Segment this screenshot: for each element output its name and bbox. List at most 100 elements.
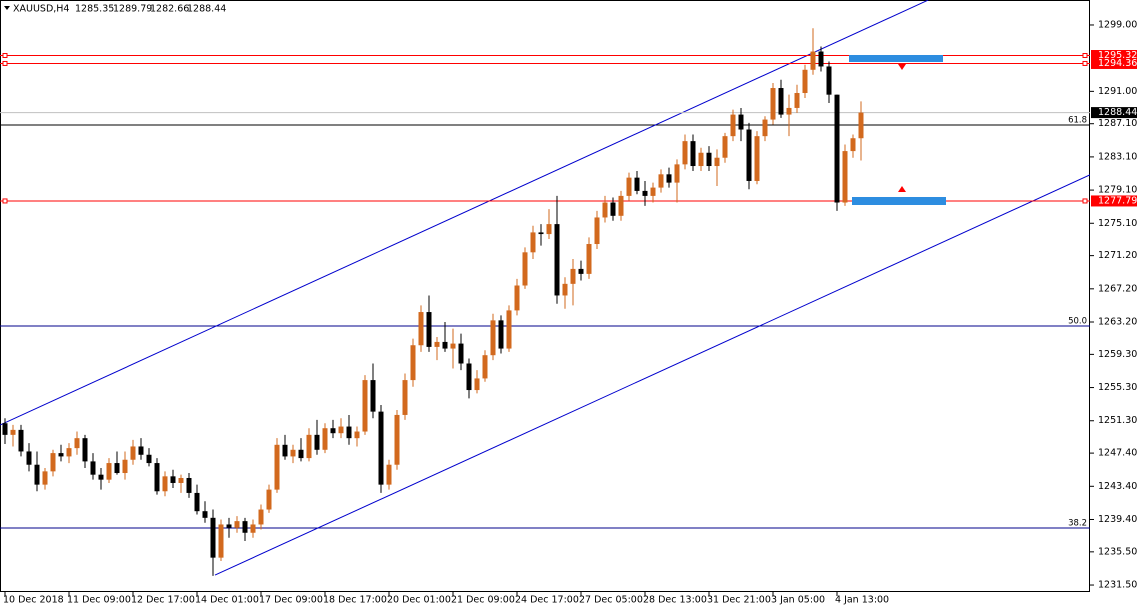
candle-body — [98, 474, 104, 480]
candle-body — [162, 476, 168, 492]
sell-arrow[interactable] — [898, 64, 906, 70]
menu-arrow[interactable] — [4, 6, 10, 10]
candle-body — [810, 51, 816, 70]
candle-body — [42, 471, 48, 485]
y-tick-label: 1287.10 — [1098, 118, 1137, 129]
candle-body — [578, 268, 584, 274]
candle-body — [450, 343, 456, 349]
candle-body — [58, 453, 64, 457]
channel-line — [0, 0, 929, 426]
candle-body — [10, 429, 16, 435]
x-tick-label: 28 Dec 13:00 — [643, 595, 707, 606]
candle-body — [290, 449, 296, 457]
level-label: 1294.36 — [1098, 58, 1137, 69]
candle-body — [754, 136, 760, 181]
y-tick-label: 1247.40 — [1098, 448, 1137, 459]
candle-body — [66, 448, 72, 457]
candle-body — [74, 438, 80, 449]
x-tick-label: 27 Dec 05:00 — [579, 595, 643, 606]
candle-body — [362, 380, 368, 432]
candle-body — [698, 152, 704, 167]
x-tick-label: 10 Dec 2018 — [3, 595, 64, 606]
open-value: 1285.35 — [75, 4, 114, 15]
candle-body — [722, 136, 728, 158]
candle-body — [690, 141, 696, 167]
candle-body — [298, 449, 304, 459]
candle-body — [818, 51, 824, 67]
candle-body — [610, 202, 616, 216]
candle-body — [594, 217, 600, 245]
level-handle — [2, 60, 8, 66]
level-label: 1277.79 — [1098, 195, 1137, 206]
candle-body — [498, 320, 504, 349]
candle-body — [26, 451, 32, 465]
x-tick-label: 12 Dec 17:00 — [131, 595, 195, 606]
candle-body — [562, 283, 568, 296]
level-handle — [2, 198, 8, 204]
candle-body — [458, 343, 464, 364]
y-tick-label: 1239.40 — [1098, 514, 1137, 525]
candle-body — [546, 224, 552, 235]
buy-arrow[interactable] — [898, 186, 906, 192]
x-tick-label: 11 Dec 09:00 — [67, 595, 131, 606]
candle-body — [130, 446, 136, 460]
candle-body — [370, 380, 376, 412]
candle-body — [170, 476, 176, 483]
candle-body — [314, 434, 320, 450]
candle-body — [786, 107, 792, 115]
candle-body — [330, 428, 336, 434]
trade-box[interactable] — [852, 197, 946, 205]
candle-body — [642, 190, 648, 196]
candle-body — [402, 380, 408, 415]
x-tick-label: 17 Dec 09:00 — [259, 595, 323, 606]
candle-body — [538, 232, 544, 235]
candle-body — [602, 202, 608, 218]
y-tick-label: 1251.30 — [1098, 415, 1137, 426]
candle-body — [834, 94, 840, 203]
candle-body — [802, 69, 808, 94]
candle-body — [634, 177, 640, 191]
candle-body — [650, 187, 656, 196]
candle-body — [858, 112, 864, 139]
candle-body — [826, 66, 832, 95]
candle-body — [122, 459, 128, 474]
x-tick-label: 4 Jan 13:00 — [835, 595, 889, 606]
candle-body — [114, 463, 120, 474]
y-tick-label: 1291.00 — [1098, 86, 1137, 97]
candle-body — [730, 114, 736, 137]
candle-body — [482, 355, 488, 379]
candle-body — [490, 320, 496, 356]
fib-label: 61.8 — [1068, 115, 1087, 125]
x-tick-label: 20 Dec 01:00 — [387, 595, 451, 606]
bid-label: 1288.44 — [1098, 107, 1137, 118]
candle-body — [442, 341, 448, 349]
candle-body — [626, 177, 632, 196]
y-tick-label: 1299.00 — [1098, 19, 1137, 30]
candle-body — [386, 464, 392, 485]
y-tick-label: 1259.30 — [1098, 349, 1137, 360]
candle-body — [282, 444, 288, 457]
candle-body — [186, 477, 192, 493]
x-tick-label: 18 Dec 17:00 — [323, 595, 387, 606]
candle-body — [658, 174, 664, 188]
level-label-bg — [1091, 57, 1137, 69]
candle-body — [554, 224, 560, 296]
y-tick-label: 1231.50 — [1098, 580, 1137, 591]
candle-body — [586, 244, 592, 274]
candle-body — [2, 423, 8, 435]
axis-layer: 1299.00 1291.00 1287.10 1283.10 1279.10 1275.… — [2, 19, 1137, 606]
candle-body — [106, 463, 112, 480]
y-tick-label: 1235.50 — [1098, 546, 1137, 557]
candle-body — [82, 438, 88, 462]
plot-frame — [0, 0, 1090, 592]
candle-body — [378, 411, 384, 485]
candle-body — [426, 312, 432, 347]
candle-body — [346, 426, 352, 439]
channel-line — [214, 174, 1090, 576]
level-label-bg — [1091, 50, 1137, 62]
trade-box[interactable] — [849, 55, 943, 62]
candle-body — [618, 195, 624, 216]
candle-body — [674, 164, 680, 183]
level-handle — [1082, 53, 1088, 59]
candle-body — [394, 414, 400, 465]
